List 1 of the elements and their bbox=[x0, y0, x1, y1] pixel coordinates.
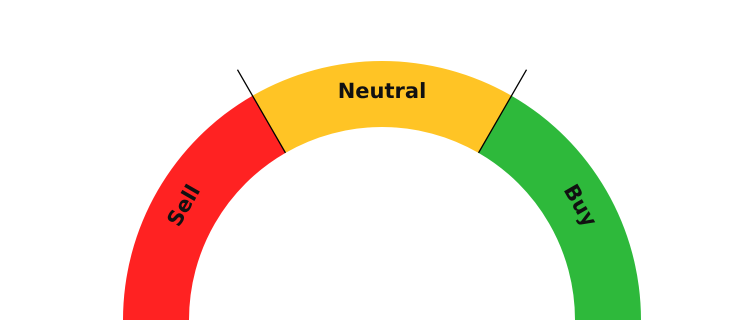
slice-label: Neutral bbox=[338, 79, 426, 103]
